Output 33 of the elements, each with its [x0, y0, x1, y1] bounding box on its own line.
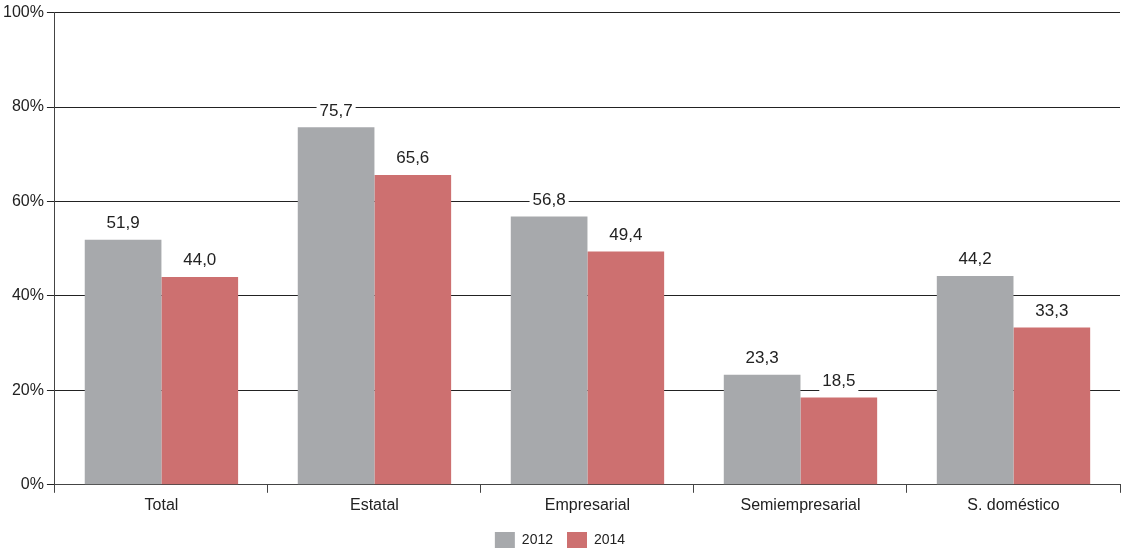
data-label: 33,3	[1035, 300, 1069, 320]
data-label: 49,4	[609, 224, 643, 244]
data-label: 51,9	[106, 212, 140, 232]
bar	[587, 251, 665, 485]
data-label: 65,6	[396, 148, 430, 168]
bar	[161, 277, 239, 485]
y-tick-label: 40%	[11, 286, 44, 304]
bar	[723, 374, 801, 485]
y-tick-label: 0%	[20, 475, 44, 493]
data-label: 56,8	[532, 189, 566, 209]
x-tick-label: Total	[144, 495, 179, 513]
y-tick-label: 60%	[11, 191, 44, 209]
x-tick-label: S. doméstico	[967, 495, 1060, 513]
data-label: 23,3	[745, 347, 779, 367]
bar	[374, 175, 452, 485]
data-label: 18,5	[822, 370, 856, 390]
bar	[297, 127, 375, 485]
x-tick-label: Empresarial	[544, 495, 631, 513]
data-label: 75,7	[319, 100, 353, 120]
bar	[800, 397, 878, 485]
legend-label: 2012	[521, 530, 554, 547]
y-tick-label: 80%	[11, 97, 44, 115]
bar	[510, 216, 588, 485]
data-label: 44,2	[958, 249, 992, 269]
y-tick-label: 20%	[11, 380, 44, 398]
bar	[1013, 327, 1091, 485]
y-tick-label: 100%	[3, 3, 44, 21]
x-tick-label: Semiempresarial	[740, 495, 861, 513]
bar	[936, 276, 1014, 485]
x-tick-label: Estatal	[349, 495, 399, 513]
bar	[84, 239, 162, 485]
legend-label: 2014	[594, 530, 626, 547]
data-label: 44,0	[183, 250, 217, 270]
